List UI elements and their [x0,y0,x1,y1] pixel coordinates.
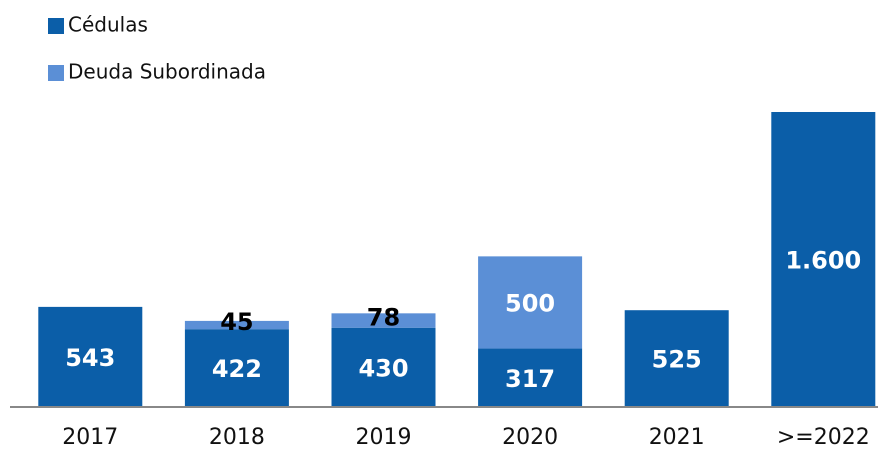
data-label: 45 [220,308,253,336]
data-label: 430 [358,354,408,382]
x-tick-label: 2018 [209,425,265,450]
data-label: 422 [212,355,262,383]
x-tick-label: 2020 [502,425,558,450]
x-tick-label: 2019 [356,425,412,450]
x-tick-label: >=2022 [777,425,870,450]
legend-swatch [48,65,64,81]
bar-segment [331,313,436,328]
legend-swatch [48,18,64,34]
data-label: 1.600 [785,247,861,275]
data-label: 317 [505,365,555,393]
legend-label: Deuda Subordinada [68,60,266,84]
x-tick-label: 2017 [62,425,118,450]
bar-segment [771,112,876,407]
bar-segment [38,306,143,407]
bar-segment [331,327,436,407]
data-label: 525 [652,346,702,374]
bar-segment [478,256,583,349]
data-label: 500 [505,289,555,317]
bar-segment [184,329,289,407]
bar-segment [478,348,583,407]
bar-segment [184,320,289,330]
bar-segment [624,310,729,407]
data-label: 543 [65,344,115,372]
x-tick-label: 2021 [649,425,705,450]
legend-label: Cédulas [68,13,148,37]
data-label: 78 [367,304,400,332]
